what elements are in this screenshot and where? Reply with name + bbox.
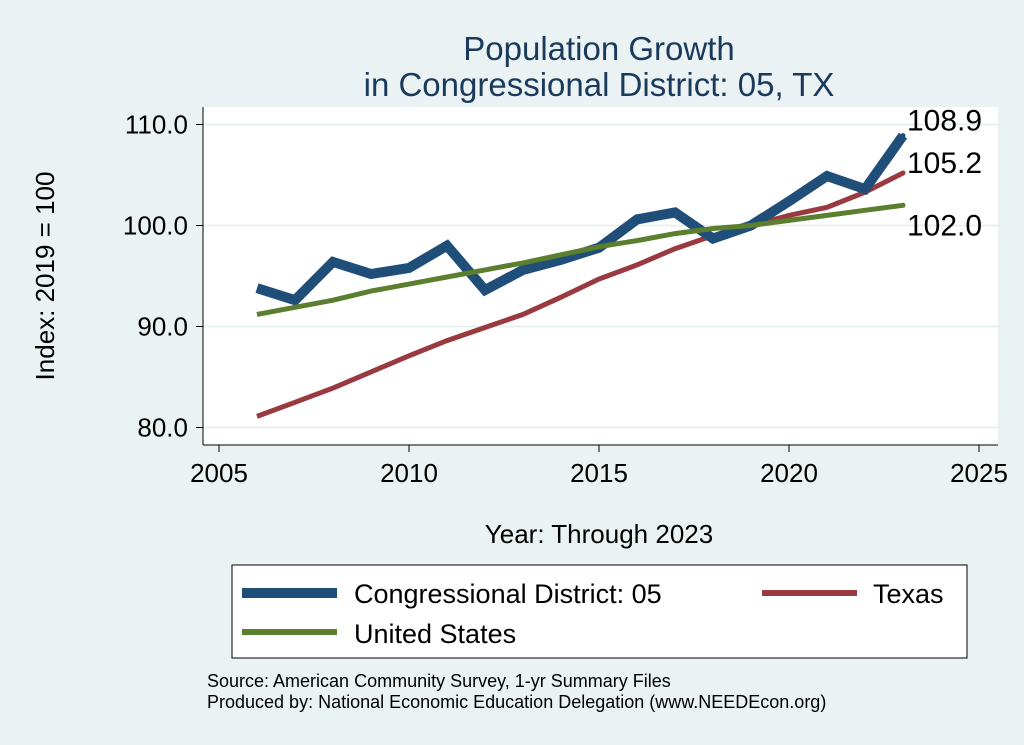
series-line-0 [255,132,908,306]
series-end-point [900,170,906,176]
series-end-point [900,202,906,208]
series-line-2 [256,202,904,317]
source-note: Source: American Community Survey, 1-yr … [207,671,671,691]
legend-label-district: Congressional District: 05 [354,579,662,609]
series-layer [255,132,908,419]
x-tick-label: 2015 [570,458,628,488]
y-tick-label: 90.0 [137,312,188,342]
x-tick-label: 2020 [760,458,818,488]
producer-note: Produced by: National Economic Education… [207,692,826,712]
y-tick-label: 110.0 [125,110,188,140]
legend-label-us: United States [354,619,516,649]
series-line-1 [256,170,905,419]
x-tick-label: 2010 [380,458,438,488]
chart-title-line-2: in Congressional District: 05, TX [364,66,835,103]
chart-title-line-1: Population Growth [463,30,735,67]
end-label-2: 102.0 [907,209,982,242]
end-label-1: 105.2 [907,147,982,180]
x-axis-ticks: 2005 2010 2015 2020 2025 [190,445,1008,488]
legend-box [231,564,968,659]
series-end-point [900,133,906,139]
end-label-0: 108.9 [907,105,982,138]
x-axis-title: Year: Through 2023 [485,519,713,549]
x-tick-label: 2005 [190,458,248,488]
y-axis-ticks: 80.0 90.0 100.0 110.0 [123,110,203,443]
legend-label-texas: Texas [873,579,944,609]
y-tick-label: 100.0 [123,211,188,241]
end-labels: 108.9 105.2 102.0 [907,105,982,243]
x-tick-label: 2025 [950,458,1008,488]
grid [203,123,998,429]
y-tick-label: 80.0 [137,413,188,443]
y-axis-title: Index: 2019 = 100 [30,172,60,381]
